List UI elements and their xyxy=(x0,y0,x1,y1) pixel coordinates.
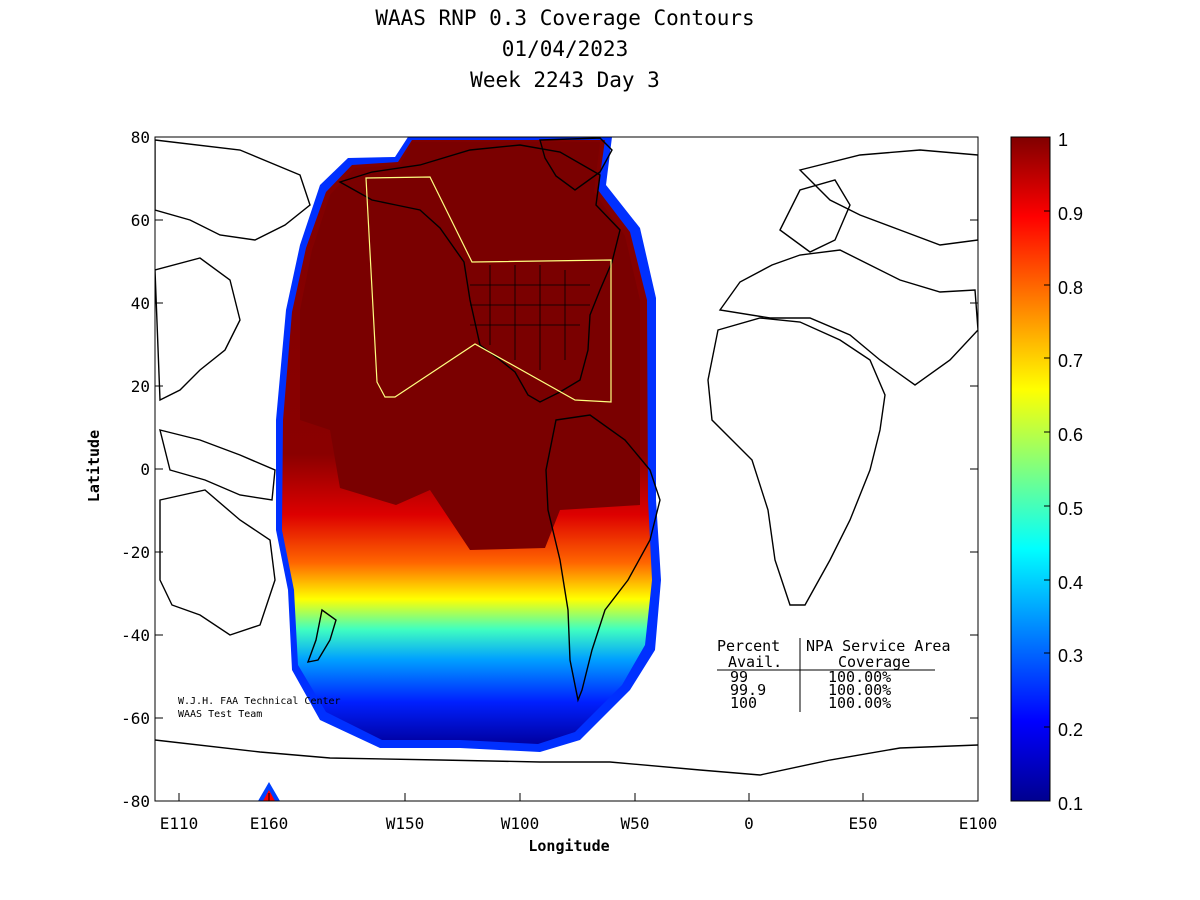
stats-row-coverage: 100.00% xyxy=(828,668,891,686)
x-tick-label: E100 xyxy=(959,814,998,833)
npa-service-area-boundary xyxy=(365,176,612,403)
stats-header-npa: NPA Service Area xyxy=(806,637,951,655)
colorbar xyxy=(1010,136,1051,802)
x-tick-label: W50 xyxy=(621,814,650,833)
y-tick-label: 0 xyxy=(140,460,150,479)
colorbar-ticks xyxy=(1044,136,1050,802)
stats-row-avail: 99 xyxy=(730,668,748,686)
x-tick-label: W150 xyxy=(386,814,425,833)
stats-row-coverage: 100.00% xyxy=(828,694,891,712)
coverage-core xyxy=(300,142,640,550)
chart-date: 01/04/2023 xyxy=(501,37,629,61)
colorbar-tick-label: 0.6 xyxy=(1058,425,1083,445)
stats-row-avail: 100 xyxy=(730,694,757,712)
y-tick-label: 20 xyxy=(131,377,150,396)
colorbar-labels: 1 0.9 0.8 0.7 0.6 0.5 0.4 0.3 0.2 0.1 xyxy=(1058,130,1083,814)
colorbar-tick-label: 0.5 xyxy=(1058,499,1083,519)
colorbar-tick-label: 1 xyxy=(1058,130,1068,150)
y-axis-title: Latitude xyxy=(85,430,103,502)
credit-line-2: WAAS Test Team xyxy=(178,709,262,720)
credit-line-1: W.J.H. FAA Technical Center xyxy=(178,696,341,707)
colorbar-tick-label: 0.7 xyxy=(1058,351,1083,371)
x-axis-title: Longitude xyxy=(528,837,609,855)
stats-header-avail: Avail. xyxy=(728,653,782,671)
y-tick-labels: 80 60 40 20 0 -20 -40 -60 -80 xyxy=(121,128,150,811)
stats-table: Percent NPA Service Area Avail. Coverage… xyxy=(717,637,951,712)
colorbar-tick-label: 0.8 xyxy=(1058,278,1083,298)
y-tick-label: 60 xyxy=(131,211,150,230)
continent-outlines xyxy=(155,137,978,776)
y-tick-label: -80 xyxy=(121,792,150,811)
stats-row-avail: 99.9 xyxy=(730,681,766,699)
y-tick-label: -20 xyxy=(121,543,150,562)
x-tick-label: W100 xyxy=(501,814,540,833)
stats-header-coverage: Coverage xyxy=(838,653,910,671)
y-tick-label: -40 xyxy=(121,626,150,645)
y-tick-label: -60 xyxy=(121,709,150,728)
colorbar-tick-label: 0.3 xyxy=(1058,646,1083,666)
colorbar-tick-label: 0.2 xyxy=(1058,720,1083,740)
x-tick-label: E160 xyxy=(250,814,289,833)
stats-header-percent: Percent xyxy=(717,637,780,655)
x-tick-label: 0 xyxy=(744,814,754,833)
y-tick-label: 40 xyxy=(131,294,150,313)
axis-ticks xyxy=(155,136,979,801)
colorbar-tick-label: 0.9 xyxy=(1058,204,1083,224)
x-tick-label: E50 xyxy=(849,814,878,833)
x-tick-label: E110 xyxy=(160,814,199,833)
us-state-lines xyxy=(470,265,590,370)
colorbar-tick-label: 0.4 xyxy=(1058,573,1083,593)
colorbar-tick-label: 0.1 xyxy=(1058,794,1083,814)
chart-title: WAAS RNP 0.3 Coverage Contours xyxy=(375,6,755,30)
stats-row-coverage: 100.00% xyxy=(828,681,891,699)
chart-week-day: Week 2243 Day 3 xyxy=(470,68,660,92)
y-tick-label: 80 xyxy=(131,128,150,147)
x-tick-labels: E110 E160 W150 W100 W50 0 E50 E100 xyxy=(160,814,998,833)
